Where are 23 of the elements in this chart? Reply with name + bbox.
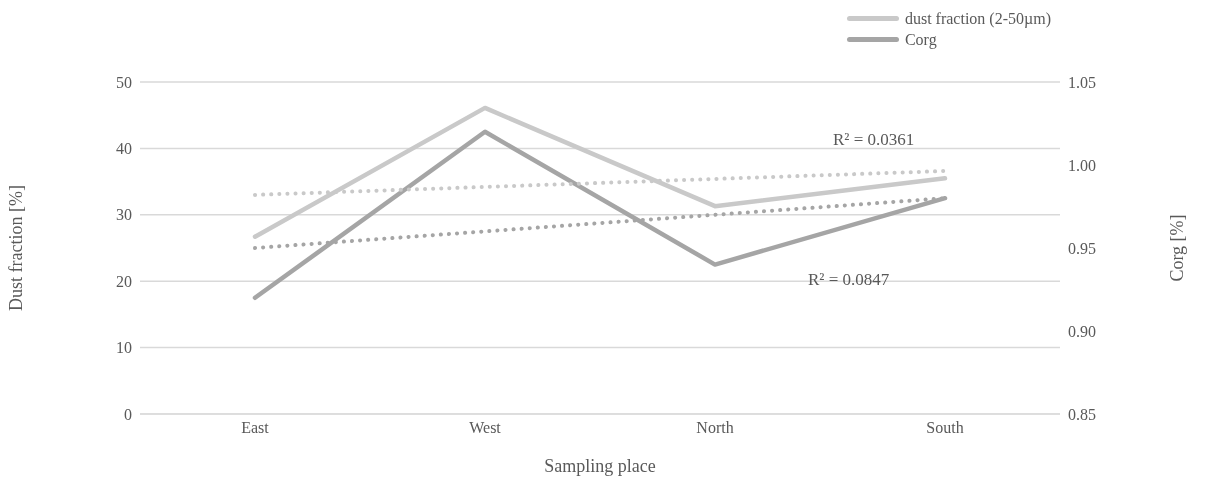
y-tick-label: 10 — [116, 339, 132, 357]
y2-tick-label: 0.85 — [1068, 405, 1096, 423]
x-tick-label: West — [469, 419, 502, 437]
y-tick-label: 30 — [116, 206, 132, 224]
y2-tick-label: 0.90 — [1068, 322, 1096, 340]
legend-label: Corg — [904, 30, 937, 50]
annotation: R² = 0.0361 — [833, 130, 915, 150]
x-tick-label: East — [241, 419, 270, 437]
y2-tick-label: 1.05 — [1068, 73, 1096, 91]
y2-tick-label: 0.95 — [1068, 239, 1096, 257]
legend-label: dust fraction (2-50µm) — [904, 9, 1051, 29]
y2-axis-title: Corg [%] — [1167, 214, 1188, 282]
y-tick-label: 0 — [124, 405, 132, 423]
annotation: R² = 0.0847 — [808, 270, 890, 290]
x-tick-label: South — [926, 419, 964, 437]
y2-tick-label: 1.00 — [1068, 156, 1096, 174]
y-tick-label: 20 — [116, 272, 132, 290]
y-tick-label: 50 — [116, 73, 132, 91]
x-tick-label: North — [696, 419, 734, 437]
y-axis-title: Dust fraction [%] — [6, 185, 27, 311]
line-series — [252, 105, 948, 239]
x-axis-title: Sampling place — [544, 456, 656, 476]
y-tick-label: 40 — [116, 140, 132, 158]
